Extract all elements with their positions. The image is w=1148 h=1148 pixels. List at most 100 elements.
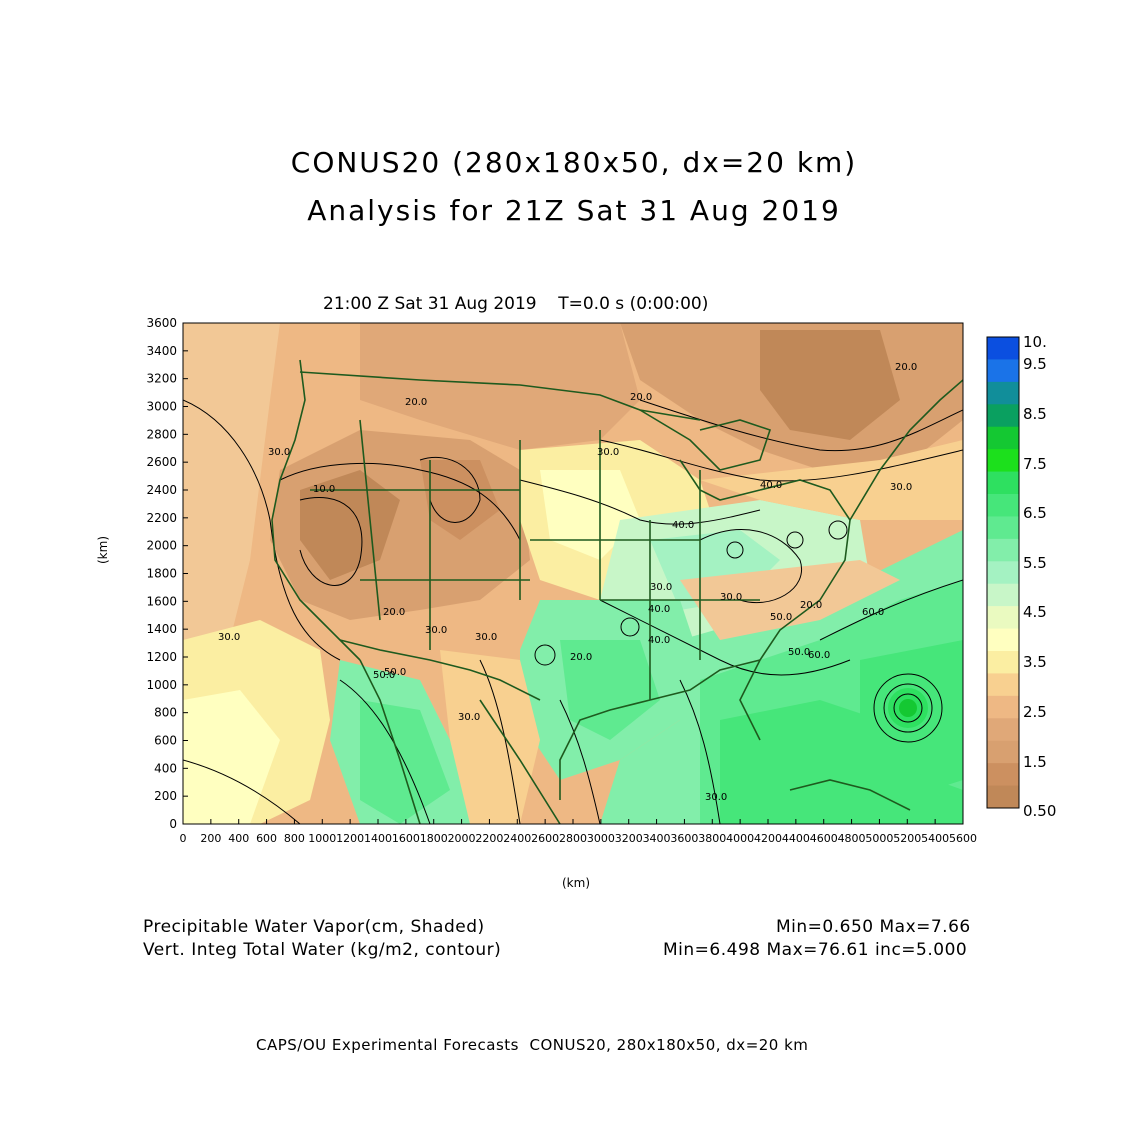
- y-tick-label: 2200: [146, 511, 177, 525]
- contour-lines: [183, 399, 963, 824]
- colorbar-swatch: [987, 337, 1019, 360]
- colorbar-swatch: [987, 471, 1019, 495]
- y-tick-label: 3600: [146, 316, 177, 330]
- x-tick-label: 400: [228, 832, 249, 845]
- y-tick-label: 2600: [146, 455, 177, 469]
- contour-value-label: 60.0: [808, 650, 830, 661]
- colorbar-label: 8.5: [1023, 405, 1047, 423]
- contour-value-label: 30.0: [720, 592, 742, 603]
- colorbar-swatch: [987, 695, 1019, 719]
- colorbar-swatch: [987, 583, 1019, 607]
- colorbar-swatch: [987, 606, 1019, 630]
- x-tick-label: 3000: [587, 832, 615, 845]
- colorbar-swatch: [987, 516, 1019, 540]
- y-tick-label: 200: [154, 789, 177, 803]
- x-tick-label: 2200: [475, 832, 503, 845]
- x-tick-label: 4000: [726, 832, 754, 845]
- contour-value-label: 40.0: [672, 520, 694, 531]
- contour-value-label: 10.0: [313, 484, 335, 495]
- x-tick-label: 1400: [364, 832, 392, 845]
- colorbar-swatch: [987, 651, 1019, 674]
- x-tick-label: 3600: [670, 832, 698, 845]
- y-tick-label: 1000: [146, 678, 177, 692]
- y-tick-label: 2800: [146, 427, 177, 441]
- y-tick-label: 1400: [146, 622, 177, 636]
- colorbar-label: 0.50: [1023, 802, 1056, 820]
- y-axis: 0 200 400 600 800 1000 1200 1400 1600 1800 2000 220…: [146, 316, 188, 831]
- x-axis: 0 200 400 600 800 1000 1200 1400 1600 1800 2000 220…: [180, 819, 977, 845]
- colorbar-swatch: [987, 449, 1019, 473]
- contour-value-label: 20.0: [895, 362, 917, 373]
- colorbar-swatch: [987, 628, 1019, 652]
- contour-value-label: 30.0: [650, 582, 672, 593]
- x-tick-label: 0: [180, 832, 187, 845]
- colorbar-swatch: [987, 718, 1019, 742]
- x-tick-label: 2400: [503, 832, 531, 845]
- contour-value-label: 20.0: [570, 652, 592, 663]
- x-tick-label: 2000: [448, 832, 476, 845]
- contour-value-label: 50.0: [373, 670, 395, 681]
- x-tick-label: 1600: [392, 832, 420, 845]
- colorbar-frame: [986, 336, 1020, 809]
- contour-value-label: 20.0: [800, 600, 822, 611]
- contour-field-label: Vert. Integ Total Water (kg/m2, contour): [143, 940, 502, 960]
- y-tick-label: 2000: [146, 539, 177, 553]
- political-borders: [271, 359, 963, 824]
- x-axis-label: (km): [562, 876, 591, 890]
- contour-value-label: 20.0: [405, 397, 427, 408]
- colorbar-label: 3.5: [1023, 653, 1047, 671]
- x-tick-label: 3400: [643, 832, 671, 845]
- y-tick-label: 400: [154, 761, 177, 775]
- colorbar-label: 2.5: [1023, 703, 1047, 721]
- y-tick-label: 1800: [146, 567, 177, 581]
- colorbar-swatch: [987, 426, 1019, 450]
- x-tick-label: 2600: [531, 832, 559, 845]
- x-tick-label: 2800: [559, 832, 587, 845]
- colorbar-label: 6.5: [1023, 504, 1047, 522]
- contour-value-label: 30.0: [705, 792, 727, 803]
- x-tick-label: 4800: [838, 832, 866, 845]
- colorbar-swatch: [987, 763, 1019, 787]
- contour-value-label: 20.0: [383, 607, 405, 618]
- colorbar-swatch: [987, 381, 1019, 405]
- colorbar-swatch: [987, 561, 1019, 585]
- contour-value-label: 30.0: [425, 625, 447, 636]
- main-title: CONUS20 (280x180x50, dx=20 km): [290, 146, 858, 179]
- contour-value-label: 30.0: [218, 632, 240, 643]
- x-tick-label: 1000: [308, 832, 336, 845]
- x-tick-label: 5600: [949, 832, 977, 845]
- y-tick-label: 3000: [146, 400, 177, 414]
- x-tick-label: 1200: [336, 832, 364, 845]
- contour-value-label: 30.0: [458, 712, 480, 723]
- y-tick-label: 600: [154, 734, 177, 748]
- contour-value-label: 40.0: [648, 604, 670, 615]
- contour-value-label: 50.0: [384, 667, 406, 678]
- y-tick-label: 1600: [146, 594, 177, 608]
- colorbar-swatch: [987, 785, 1019, 809]
- contour-value-labels: 20.0 30.0 10.0 20.0 30.0 40.0 20.0 30.0 40.0 30.0…: [218, 362, 917, 803]
- x-tick-label: 5400: [921, 832, 949, 845]
- y-tick-label: 1200: [146, 650, 177, 664]
- x-tick-label: 4600: [810, 832, 838, 845]
- x-tick-label: 3800: [698, 832, 726, 845]
- contour-value-label: 30.0: [597, 447, 619, 458]
- x-tick-label: 800: [284, 832, 305, 845]
- x-tick-label: 4200: [754, 832, 782, 845]
- colorbar-label: 5.5: [1023, 554, 1047, 572]
- shaded-field-stats: Min=0.650 Max=7.66: [776, 917, 971, 937]
- y-tick-label: 3400: [146, 344, 177, 358]
- colorbar-swatch: [987, 494, 1019, 517]
- y-tick-label: 0: [169, 817, 177, 831]
- contour-value-label: 40.0: [648, 635, 670, 646]
- y-tick-label: 3200: [146, 372, 177, 386]
- colorbar-label: 10.: [1023, 333, 1047, 351]
- plot-subtitle: 21:00 Z Sat 31 Aug 2019 T=0.0 s (0:00:00…: [323, 294, 709, 314]
- y-tick-label: 2400: [146, 483, 177, 497]
- shaded-field: [183, 323, 963, 824]
- y-axis-label: (km): [96, 535, 110, 564]
- colorbar-label: 7.5: [1023, 455, 1047, 473]
- x-tick-label: 200: [200, 832, 221, 845]
- contour-value-label: 60.0: [862, 607, 884, 618]
- footer-credit: CAPS/OU Experimental Forecasts CONUS20, …: [256, 1036, 809, 1054]
